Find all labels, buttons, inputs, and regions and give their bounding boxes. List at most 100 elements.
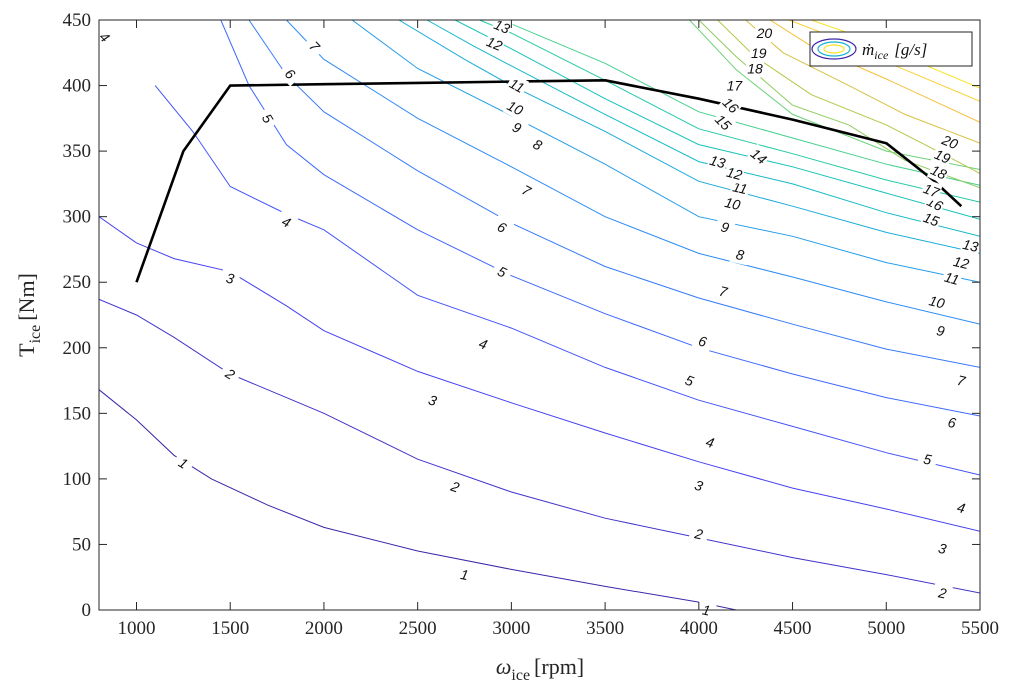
contour-label: 1	[459, 566, 470, 583]
contour-label: 2	[936, 584, 948, 601]
contour-label: 11	[507, 75, 527, 96]
contour-label-bg	[931, 537, 954, 560]
contour-label-bg	[443, 475, 467, 499]
contour-label-bg	[941, 411, 963, 434]
contour-label-bg	[950, 369, 973, 392]
contour-label-bg	[746, 143, 772, 169]
y-tick-label: 400	[63, 76, 92, 97]
contour-label: 17	[921, 180, 942, 201]
contour-label: 10	[505, 97, 526, 118]
contour-line-6	[248, 20, 980, 368]
legend-swatch-icon	[811, 38, 857, 60]
contour-label-bg	[489, 259, 515, 284]
contour-label: 17	[727, 78, 744, 94]
contour-label-bg	[749, 43, 768, 62]
contour-label-bg	[421, 388, 445, 412]
contour-label-bg	[729, 244, 751, 266]
contour-label: 10	[723, 194, 742, 213]
contour-label: 8	[735, 246, 746, 263]
x-tick-label: 2000	[305, 618, 343, 639]
y-tick-label: 250	[63, 272, 92, 293]
contour-line-11	[454, 20, 980, 220]
contour-label-bg	[277, 61, 303, 87]
contour-line-7	[286, 20, 980, 325]
y-tick-label: 200	[63, 338, 92, 359]
x-axis-title: ωice [rpm]	[496, 654, 584, 684]
contour-label-bg	[925, 290, 948, 313]
contour-label: 12	[952, 253, 971, 272]
x-tick-label: 1500	[211, 618, 249, 639]
contour-label-bg	[938, 130, 962, 154]
contour-line-4	[154, 85, 980, 476]
contour-label-bg	[301, 33, 328, 59]
contour-label: 11	[731, 178, 749, 197]
contour-label: 6	[947, 414, 958, 431]
contour-label: 10	[927, 292, 946, 311]
contour-label-bg	[950, 496, 973, 519]
legend: ṁice [g/s]	[809, 31, 973, 67]
max-torque-line	[135, 79, 963, 283]
legend-box	[809, 31, 973, 67]
contour-label: 20	[756, 25, 773, 41]
contour-line-15	[698, 20, 980, 189]
contour-label-bg	[712, 280, 735, 303]
y-tick-label: 300	[63, 207, 92, 228]
contour-label-bg	[219, 267, 242, 290]
contour-label: 13	[708, 152, 728, 172]
y-tick-label: 450	[63, 10, 92, 31]
contour-line-3	[99, 216, 980, 532]
y-tick-label: 100	[63, 469, 92, 490]
x-tick-label: 3500	[586, 618, 624, 639]
contour-label-bg	[725, 76, 744, 95]
contour-label-bg	[489, 214, 515, 240]
contour-label-bg	[950, 251, 973, 274]
x-tick-label: 4000	[680, 618, 718, 639]
contour-label-bg	[688, 523, 710, 545]
contour-line-12	[479, 20, 980, 203]
contour-label: 18	[928, 162, 949, 183]
contour-label: 18	[747, 61, 763, 77]
contour-label-bg	[274, 209, 299, 234]
contour-label-bg	[217, 361, 243, 387]
contour-label-bg	[698, 431, 722, 454]
contour-label-bg	[514, 178, 539, 203]
contour-label: 3	[937, 540, 948, 557]
y-axis: 0 50 100 150 200 250 300 350 400 450	[63, 10, 980, 621]
contour-label-bg	[504, 73, 530, 98]
contour-line-2	[99, 298, 980, 594]
y-tick-label: 350	[63, 141, 92, 162]
contour-label-bg	[255, 105, 281, 131]
contour-label: 14	[748, 145, 770, 167]
contour-label-bg	[490, 14, 514, 39]
contour-label-bg	[502, 95, 528, 120]
contour-label: 5	[922, 451, 933, 468]
y-tick-label: 0	[82, 600, 92, 621]
contour-label-bg	[453, 564, 476, 586]
x-tick-label: 4500	[774, 618, 812, 639]
contour-label: 12	[484, 33, 505, 54]
contour-label: 4	[956, 499, 967, 516]
contour-label-bg	[929, 319, 952, 342]
contour-label-bg	[919, 178, 943, 203]
contour-label-bg	[677, 369, 701, 393]
plot-frame	[98, 19, 981, 611]
contour-label: 11	[943, 269, 961, 288]
boundary-layer	[135, 79, 963, 283]
contour-label: 19	[932, 146, 953, 167]
contour-label-bg	[746, 59, 765, 78]
contour-label: 2	[692, 525, 704, 543]
contour-label: 9	[719, 218, 731, 236]
x-tick-label: 5500	[961, 618, 999, 639]
y-tick-label: 50	[72, 534, 91, 555]
contour-label-bg	[706, 150, 729, 173]
x-tick-label: 1000	[117, 618, 155, 639]
y-tick-label: 150	[63, 403, 92, 424]
contour-label-bg	[691, 330, 714, 353]
contour-label-bg	[504, 115, 530, 140]
y-axis-title: Tice[Nm]	[14, 273, 44, 357]
x-tick-label: 3000	[492, 618, 530, 639]
contour-label-bg	[170, 450, 196, 476]
contour-line-8	[351, 20, 980, 283]
contour-label-bg	[723, 162, 746, 185]
